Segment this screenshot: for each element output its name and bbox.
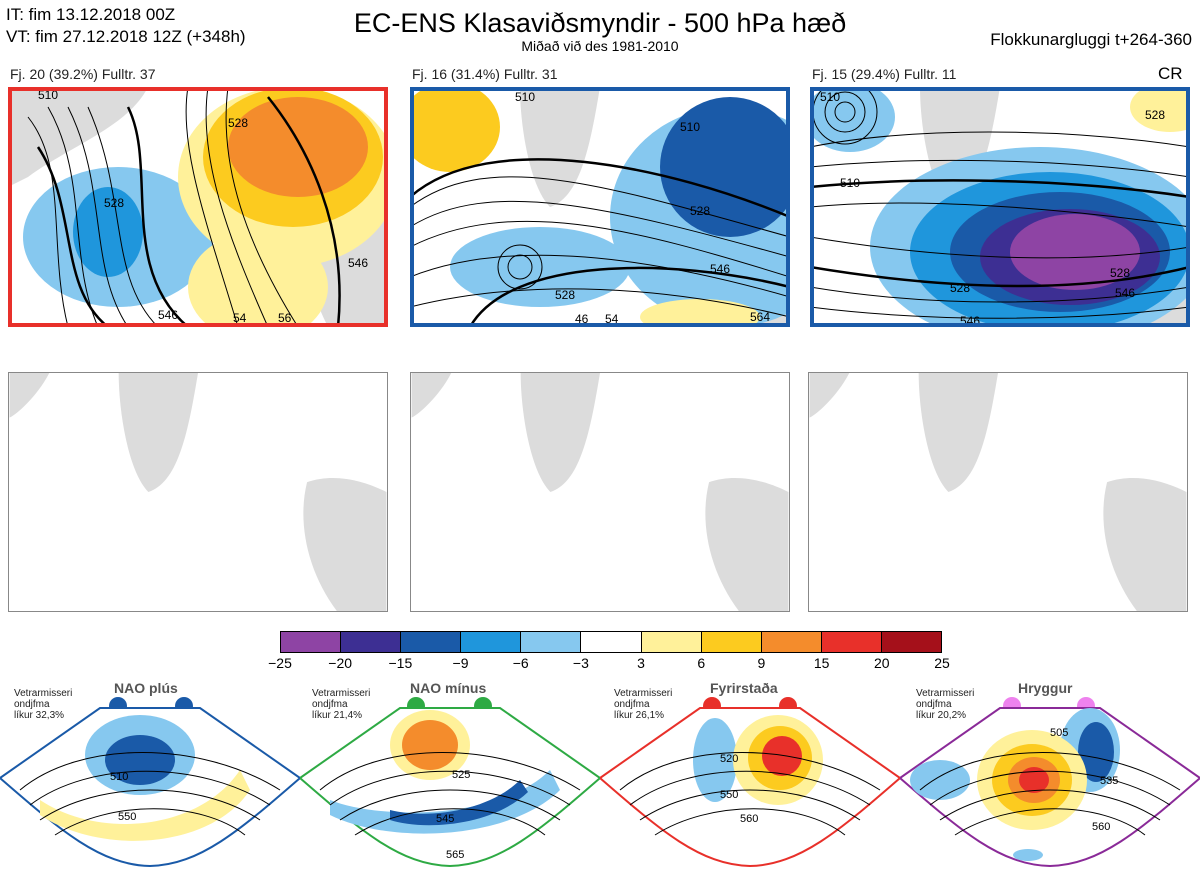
colorbar-swatch	[281, 632, 342, 652]
contour-label: 528	[1145, 108, 1165, 122]
colorbar-tick-label: 25	[934, 655, 950, 671]
contour-label: 546	[710, 262, 730, 276]
colorbar-tick-label: −9	[452, 655, 469, 671]
page-title: EC-ENS Klasaviðsmyndir - 500 hPa hæð	[353, 8, 847, 38]
regime-title: NAO plús	[114, 680, 178, 696]
contour-label: 550	[720, 789, 738, 801]
colorbar-tick-label: 15	[813, 655, 830, 671]
contour-label: 545	[436, 813, 454, 825]
contour-label: 54	[233, 311, 247, 325]
colorbar-swatch	[701, 632, 762, 652]
colorbar-swatch	[401, 632, 462, 652]
colorbar-tick-label: −25	[268, 655, 292, 671]
contour-label: 528	[950, 281, 970, 295]
colorbar-swatch	[341, 632, 402, 652]
cluster-3-frame	[810, 87, 1190, 327]
colorbar-tick-label: −20	[328, 655, 353, 671]
empty-map-3	[808, 372, 1188, 612]
regime-note: Vetrarmisseri ondjfma líkur 26,1%	[614, 688, 673, 721]
regime-note: Vetrarmisseri ondjfma líkur 32,3%	[14, 688, 73, 721]
regime-title: NAO mínus	[410, 680, 487, 696]
contour-label: 560	[740, 813, 758, 825]
regime-nao-minus: NAO mínus Vetrarmisseri ondjfma líkur 21…	[300, 680, 600, 870]
classification-window: Flokkunargluggi t+264-360	[990, 30, 1192, 49]
cluster-2-label: Fj. 16 (31.4%) Fulltr. 31	[412, 66, 558, 82]
colorbar-tick-label: 3	[637, 655, 645, 671]
contour-label: 510	[680, 120, 700, 134]
cluster-1-label: Fj. 20 (39.2%) Fulltr. 37	[10, 66, 156, 82]
contour-label: 565	[446, 849, 464, 861]
page-subtitle: Miðað við des 1981-2010	[521, 38, 679, 54]
colorbar-tick-label: 20	[874, 655, 890, 671]
contour-label: 528	[104, 196, 124, 210]
valid-time: VT: fim 27.12.2018 12Z (+348h)	[6, 27, 246, 46]
colorbar-swatch	[821, 632, 882, 652]
colorbar-swatch	[581, 632, 642, 652]
contour-label: 560	[1092, 821, 1110, 833]
contour-label: 528	[555, 288, 575, 302]
contour-label: 546	[1115, 286, 1135, 300]
colorbar	[280, 631, 942, 653]
colorbar-swatch	[881, 632, 942, 652]
regime-code: CR	[1158, 64, 1183, 83]
contour-label: 54	[605, 312, 619, 326]
regime-title: Hryggur	[1018, 680, 1073, 696]
colorbar-tick-label: −15	[388, 655, 413, 671]
regime-ridge: Hryggur Vetrarmisseri ondjfma líkur 20,2…	[900, 680, 1200, 870]
contour-label: 510	[515, 90, 535, 104]
colorbar-tick-label: −6	[512, 655, 529, 671]
contour-label: 546	[348, 256, 368, 270]
contour-label: 535	[1100, 775, 1118, 787]
contour-label: 546	[158, 308, 178, 322]
contour-label: 56	[278, 311, 292, 325]
contour-label: 528	[690, 204, 710, 218]
colorbar-swatch	[641, 632, 702, 652]
colorbar-swatch	[461, 632, 522, 652]
contour-label: 528	[228, 116, 248, 130]
contour-label: 564	[750, 310, 770, 324]
cluster-2-map: 510 510 528 546 564 528 46 54	[410, 87, 790, 327]
contour-label: 525	[452, 769, 470, 781]
colorbar-swatch	[521, 632, 582, 652]
regime-note: Vetrarmisseri ondjfma líkur 20,2%	[916, 688, 975, 721]
colorbar-tick-label: 6	[697, 655, 706, 671]
regime-nao-plus: NAO plús Vetrarmisseri ondjfma líkur 32,…	[0, 680, 300, 870]
empty-map-1	[8, 372, 388, 612]
cluster-3-map: 510 510 528 546 528 546 528	[810, 87, 1190, 327]
colorbar-swatch	[761, 632, 822, 652]
empty-map-2	[410, 372, 790, 612]
colorbar-tick-label: 9	[757, 655, 766, 671]
cluster-1-map: 510 528 546 528 546 54 56	[8, 87, 388, 327]
contour-label: 550	[118, 811, 136, 823]
regime-blocking: Fyrirstaða Vetrarmisseri ondjfma líkur 2…	[600, 680, 900, 870]
initial-time: IT: fim 13.12.2018 00Z	[6, 5, 176, 24]
regime-title: Fyrirstaða	[710, 680, 778, 696]
colorbar-ticks: −25 −20 −15 −9 −6 −3 3 6 9 15 20 25	[260, 655, 962, 675]
contour-label: 510	[110, 771, 128, 783]
regime-note: Vetrarmisseri ondjfma líkur 21,4%	[312, 688, 371, 721]
contour-label: 510	[840, 176, 860, 190]
contour-label: 520	[720, 753, 738, 765]
contour-label: 505	[1050, 727, 1068, 739]
contour-label: 510	[38, 88, 58, 102]
colorbar-tick-label: −3	[572, 655, 589, 671]
contour-label: 510	[820, 90, 840, 104]
cluster-2-frame	[410, 87, 790, 327]
cluster-3-label: Fj. 15 (29.4%) Fulltr. 11	[812, 66, 957, 82]
contour-label: 528	[1110, 266, 1130, 280]
cluster-1-frame	[8, 87, 388, 327]
header-times: IT: fim 13.12.2018 00Z VT: fim 27.12.201…	[6, 4, 246, 48]
contour-label: 46	[575, 312, 589, 326]
